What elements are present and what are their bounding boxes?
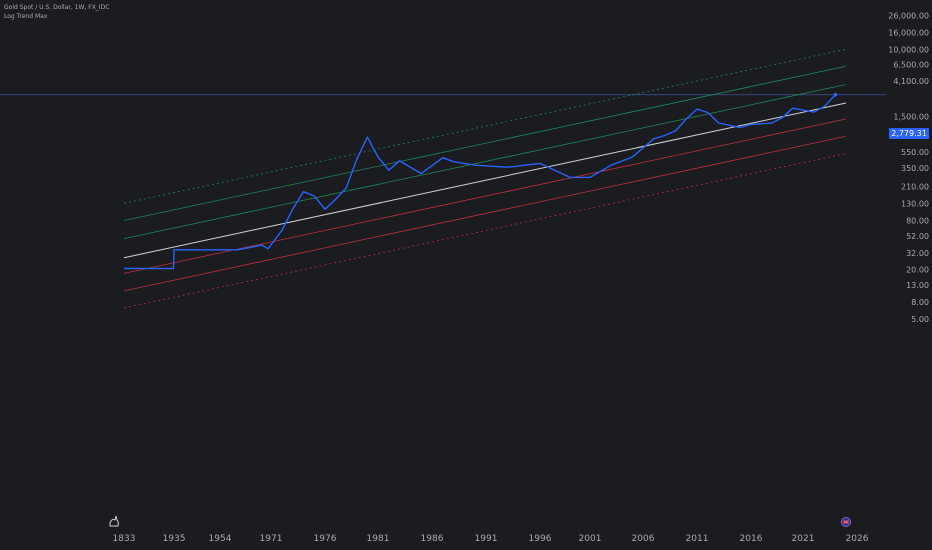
trend-upper-2-line [123,65,847,221]
y-tick-label: 210.00 [901,182,929,191]
x-tick-label: 1981 [367,534,390,544]
y-tick-label: 6,500.00 [893,61,929,70]
y-tick-label: 16,000.00 [888,29,929,38]
y-tick-label: 13.00 [906,281,929,290]
price-series [124,92,838,270]
x-tick-label: 1991 [475,534,498,544]
y-tick-label: 4,100.00 [893,77,929,86]
price-line [124,94,836,270]
event-flag-icon[interactable] [841,517,851,527]
y-tick-label: 550.00 [901,148,929,157]
y-tick-label: 20.00 [906,266,929,275]
trend-upper-1-line [123,84,847,240]
y-axis[interactable]: 26,000.00 16,000.00 10,000.00 6,500.00 4,100… [888,11,929,323]
y-tick-label: 80.00 [906,217,929,226]
trend-upper-3-line [123,48,847,204]
last-price-badge: 2,779.31 [889,128,929,139]
tradingview-logo-icon[interactable] [109,515,119,527]
x-tick-label: 2026 [846,534,869,544]
y-tick-label: 10,000.00 [888,45,929,54]
y-tick-label: 1,500.00 [893,113,929,122]
x-axis[interactable]: 1833 1935 1954 1971 1976 1981 1986 1991 1996 2001… [113,534,869,544]
y-tick-label: 8.00 [911,298,929,307]
x-tick-label: 2001 [579,534,602,544]
trend-lower-1-line [123,118,847,274]
y-tick-label: 350.00 [901,164,929,173]
x-tick-label: 2006 [632,534,655,544]
trend-lower-2-line [123,135,847,292]
chart-legend: Gold Spot / U.S. Dollar, 1W, FX_IDC Log … [4,3,109,21]
x-tick-label: 2021 [792,534,815,544]
symbol-title[interactable]: Gold Spot / U.S. Dollar, 1W, FX_IDC [4,4,110,11]
x-tick-label: 1976 [314,534,337,544]
y-tick-label: 32.00 [906,249,929,258]
x-tick-label: 1833 [113,534,136,544]
x-tick-label: 1986 [421,534,444,544]
y-tick-label: 130.00 [901,199,929,208]
x-tick-label: 2011 [686,534,709,544]
x-tick-label: 1935 [163,534,186,544]
trend-bands [0,48,886,309]
trend-lower-3-line [123,153,847,309]
price-last-point [833,92,838,97]
x-tick-label: 1971 [260,534,283,544]
y-tick-label: 5.00 [911,315,929,324]
indicator-title[interactable]: Log Trend Max [4,13,48,20]
trend-mid-line [123,102,847,259]
x-tick-label: 2016 [740,534,763,544]
x-tick-label: 1996 [529,534,552,544]
x-tick-label: 1954 [209,534,232,544]
y-tick-label: 52.00 [906,232,929,241]
y-tick-label: 26,000.00 [888,11,929,20]
